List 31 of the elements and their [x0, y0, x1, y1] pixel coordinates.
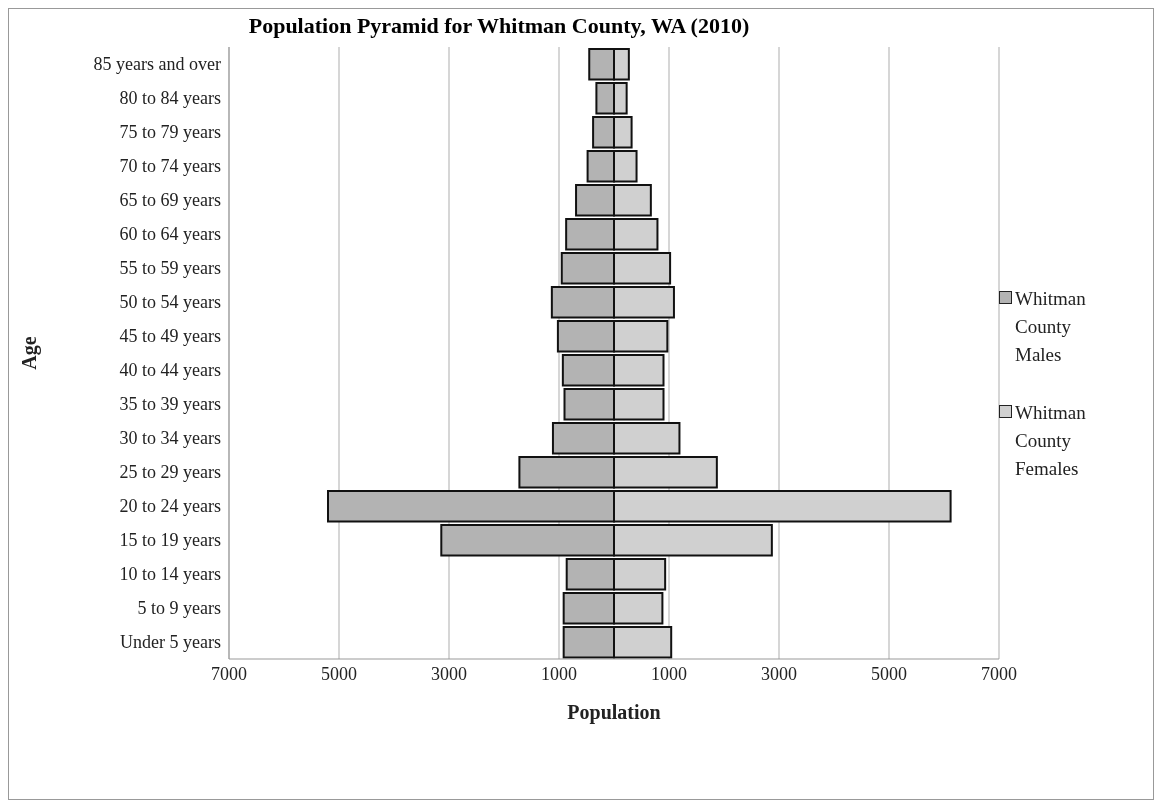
legend-label: Whitman County Females	[1015, 401, 1087, 481]
x-tick-label: 3000	[761, 663, 797, 684]
y-tick-label: 25 to 29 years	[119, 462, 221, 483]
y-tick-label: 75 to 79 years	[119, 122, 221, 143]
legend-label: Whitman County Males	[1015, 287, 1087, 367]
y-tick-label: 85 years and over	[93, 54, 221, 75]
y-tick-label: 55 to 59 years	[119, 258, 221, 279]
y-axis-title: Age	[18, 336, 42, 370]
y-tick-label: Under 5 years	[120, 632, 221, 653]
x-tick-label: 1000	[541, 663, 577, 684]
y-tick-label: 60 to 64 years	[119, 224, 221, 245]
x-tick-label: 1000	[651, 663, 687, 684]
x-tick-label: 5000	[871, 663, 907, 684]
y-tick-label: 40 to 44 years	[119, 360, 221, 381]
y-tick-label: 35 to 39 years	[119, 394, 221, 415]
y-tick-label: 15 to 19 years	[119, 530, 221, 551]
y-tick-label: 5 to 9 years	[137, 598, 221, 619]
y-tick-label: 80 to 84 years	[119, 88, 221, 109]
y-tick-label: 10 to 14 years	[119, 564, 221, 585]
y-tick-label: 65 to 69 years	[119, 190, 221, 211]
y-tick-label: 30 to 34 years	[119, 428, 221, 449]
y-tick-label: 20 to 24 years	[119, 496, 221, 517]
y-tick-label: 50 to 54 years	[119, 292, 221, 313]
y-tick-label: 45 to 49 years	[119, 326, 221, 347]
x-tick-label: 3000	[431, 663, 467, 684]
x-tick-label: 7000	[981, 663, 1017, 684]
chart-title: Population Pyramid for Whitman County, WA (2010)	[247, 13, 751, 39]
y-tick-label: 70 to 74 years	[119, 156, 221, 177]
x-tick-label: 7000	[211, 663, 247, 684]
x-axis-title: Population	[567, 701, 661, 724]
x-tick-label: 5000	[321, 663, 357, 684]
